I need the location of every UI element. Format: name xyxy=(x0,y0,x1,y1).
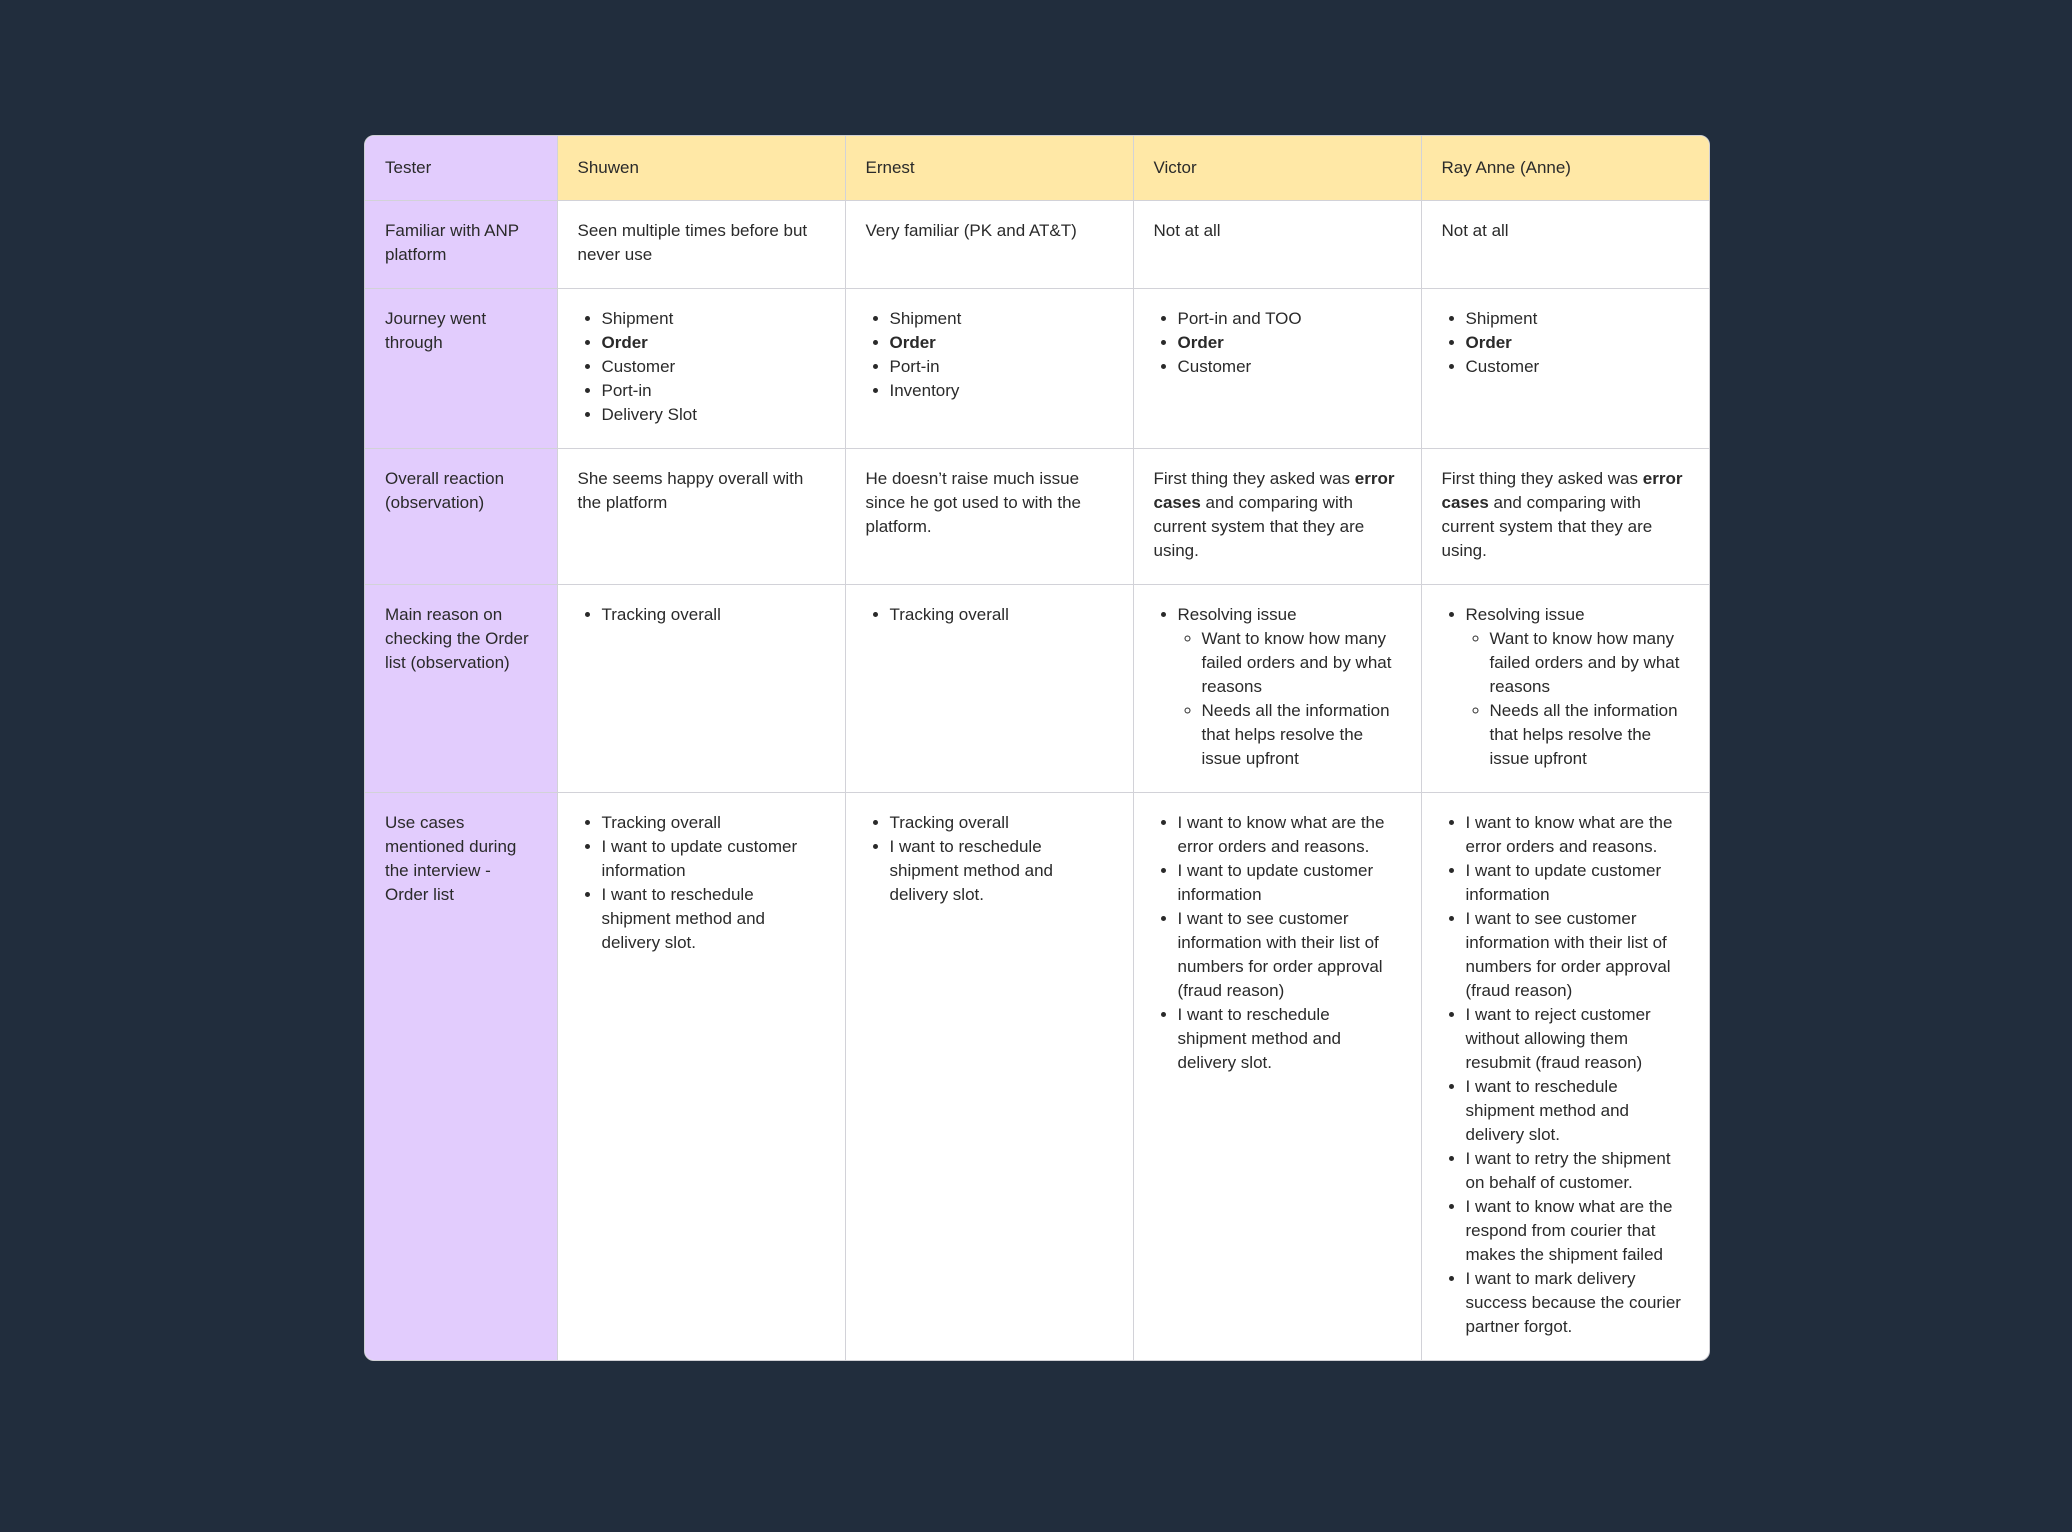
table-row-reaction: Overall reaction (observation) She seems… xyxy=(365,448,1709,585)
list-item: I want to reject customer without allowi… xyxy=(1466,1003,1690,1075)
usecase-list: Tracking overall I want to reschedule sh… xyxy=(866,811,1113,907)
list-item: Order xyxy=(602,331,825,355)
list-item: I want to mark delivery success because … xyxy=(1466,1267,1690,1339)
list-item: Want to know how many failed orders and … xyxy=(1202,627,1401,699)
reason-list: Resolving issue Want to know how many fa… xyxy=(1154,603,1401,771)
row-label-reason: Main reason on checking the Order list (… xyxy=(365,584,558,793)
reaction-text-pre: First thing they asked was xyxy=(1153,468,1355,488)
list-item: Order xyxy=(890,331,1113,355)
header-row: Tester Shuwen Ernest Victor Ray Anne (An… xyxy=(365,136,1709,201)
list-item: Tracking overall xyxy=(602,603,825,627)
journey-list: Shipment Order Customer Port-in Delivery… xyxy=(578,307,825,427)
row-header-tester: Tester xyxy=(365,136,558,201)
list-item: Tracking overall xyxy=(602,811,825,835)
cell-familiar-ernest: Very familiar (PK and AT&T) xyxy=(845,200,1134,289)
list-item: I want to know what are the respond from… xyxy=(1466,1195,1690,1267)
cell-reaction-ernest: He doesn’t raise much issue since he got… xyxy=(845,448,1134,585)
cell-familiar-victor: Not at all xyxy=(1133,200,1422,289)
reason-list: Tracking overall xyxy=(578,603,825,627)
row-label-usecases: Use cases mentioned during the interview… xyxy=(365,792,558,1360)
journey-list: Port-in and TOO Order Customer xyxy=(1154,307,1401,379)
reaction-text-bold: error cases xyxy=(1153,468,1395,512)
column-header-victor: Victor xyxy=(1133,136,1422,201)
list-item: Tracking overall xyxy=(890,603,1113,627)
list-item: Want to know how many failed orders and … xyxy=(1490,627,1690,699)
cell-reaction-anne: First thing they asked was error cases a… xyxy=(1421,448,1709,585)
list-item: I want to reschedule shipment method and… xyxy=(890,835,1113,907)
list-item: I want to know what are the error orders… xyxy=(1466,811,1690,859)
list-item: Needs all the information that helps res… xyxy=(1202,699,1401,771)
cell-reason-anne: Resolving issue Want to know how many fa… xyxy=(1421,584,1709,793)
cell-familiar-anne: Not at all xyxy=(1421,200,1709,289)
cell-reason-victor: Resolving issue Want to know how many fa… xyxy=(1133,584,1422,793)
list-item: I want to see customer information with … xyxy=(1178,907,1401,1003)
list-item: Port-in and TOO xyxy=(1178,307,1401,331)
list-item: I want to update customer information xyxy=(1466,859,1690,907)
list-item: Order xyxy=(1178,331,1401,355)
reason-sublist: Want to know how many failed orders and … xyxy=(1178,627,1401,771)
list-item: I want to reschedule shipment method and… xyxy=(602,883,825,955)
cell-journey-anne: Shipment Order Customer xyxy=(1421,288,1709,449)
list-item: Shipment xyxy=(602,307,825,331)
cell-familiar-shuwen: Seen multiple times before but never use xyxy=(557,200,846,289)
cell-reaction-shuwen: She seems happy overall with the platfor… xyxy=(557,448,846,585)
usecase-list: I want to know what are the error orders… xyxy=(1154,811,1401,1075)
list-item: Inventory xyxy=(890,379,1113,403)
list-item: Port-in xyxy=(602,379,825,403)
row-label-familiar: Familiar with ANP platform xyxy=(365,200,558,289)
usecase-list: I want to know what are the error orders… xyxy=(1442,811,1690,1339)
usecase-list: Tracking overall I want to update custom… xyxy=(578,811,825,955)
table-row-usecases: Use cases mentioned during the interview… xyxy=(365,792,1709,1360)
list-item: Order xyxy=(1466,331,1690,355)
list-item: I want to update customer information xyxy=(602,835,825,883)
list-item: Resolving issue Want to know how many fa… xyxy=(1466,603,1690,771)
reaction-text-pre: First thing they asked was xyxy=(1441,468,1643,488)
reason-list: Tracking overall xyxy=(866,603,1113,627)
list-item: Customer xyxy=(1178,355,1401,379)
list-item: Tracking overall xyxy=(890,811,1113,835)
list-item: I want to know what are the error orders… xyxy=(1178,811,1401,859)
column-header-ernest: Ernest xyxy=(845,136,1134,201)
cell-usecases-victor: I want to know what are the error orders… xyxy=(1133,792,1422,1360)
column-header-shuwen: Shuwen xyxy=(557,136,846,201)
list-item: Customer xyxy=(1466,355,1690,379)
cell-journey-victor: Port-in and TOO Order Customer xyxy=(1133,288,1422,449)
cell-journey-shuwen: Shipment Order Customer Port-in Delivery… xyxy=(557,288,846,449)
table-row-journey: Journey went through Shipment Order Cust… xyxy=(365,288,1709,449)
list-item: I want to retry the shipment on behalf o… xyxy=(1466,1147,1690,1195)
cell-usecases-anne: I want to know what are the error orders… xyxy=(1421,792,1709,1360)
tester-table: Tester Shuwen Ernest Victor Ray Anne (An… xyxy=(365,136,1709,1360)
list-item: I want to reschedule shipment method and… xyxy=(1466,1075,1690,1147)
list-item: Shipment xyxy=(890,307,1113,331)
reaction-text-post: and comparing with current system that t… xyxy=(1441,492,1653,560)
table-row-familiar: Familiar with ANP platform Seen multiple… xyxy=(365,200,1709,289)
table-row-reason: Main reason on checking the Order list (… xyxy=(365,584,1709,793)
list-item: Resolving issue Want to know how many fa… xyxy=(1178,603,1401,771)
cell-reaction-victor: First thing they asked was error cases a… xyxy=(1133,448,1422,585)
list-item: Customer xyxy=(602,355,825,379)
row-label-journey: Journey went through xyxy=(365,288,558,449)
cell-usecases-ernest: Tracking overall I want to reschedule sh… xyxy=(845,792,1134,1360)
list-item: Port-in xyxy=(890,355,1113,379)
cell-journey-ernest: Shipment Order Port-in Inventory xyxy=(845,288,1134,449)
journey-list: Shipment Order Customer xyxy=(1442,307,1690,379)
list-item: I want to update customer information xyxy=(1178,859,1401,907)
reaction-text-bold: error cases xyxy=(1441,468,1683,512)
column-header-anne: Ray Anne (Anne) xyxy=(1421,136,1709,201)
row-label-reaction: Overall reaction (observation) xyxy=(365,448,558,585)
list-item: I want to see customer information with … xyxy=(1466,907,1690,1003)
reason-sublist: Want to know how many failed orders and … xyxy=(1466,627,1690,771)
cell-reason-ernest: Tracking overall xyxy=(845,584,1134,793)
list-item: Delivery Slot xyxy=(602,403,825,427)
cell-reason-shuwen: Tracking overall xyxy=(557,584,846,793)
reaction-text-post: and comparing with current system that t… xyxy=(1153,492,1365,560)
tester-comparison-table: Tester Shuwen Ernest Victor Ray Anne (An… xyxy=(364,135,1710,1361)
list-item: Shipment xyxy=(1466,307,1690,331)
cell-usecases-shuwen: Tracking overall I want to update custom… xyxy=(557,792,846,1360)
list-item: Needs all the information that helps res… xyxy=(1490,699,1690,771)
reason-list: Resolving issue Want to know how many fa… xyxy=(1442,603,1690,771)
list-item: I want to reschedule shipment method and… xyxy=(1178,1003,1401,1075)
journey-list: Shipment Order Port-in Inventory xyxy=(866,307,1113,403)
